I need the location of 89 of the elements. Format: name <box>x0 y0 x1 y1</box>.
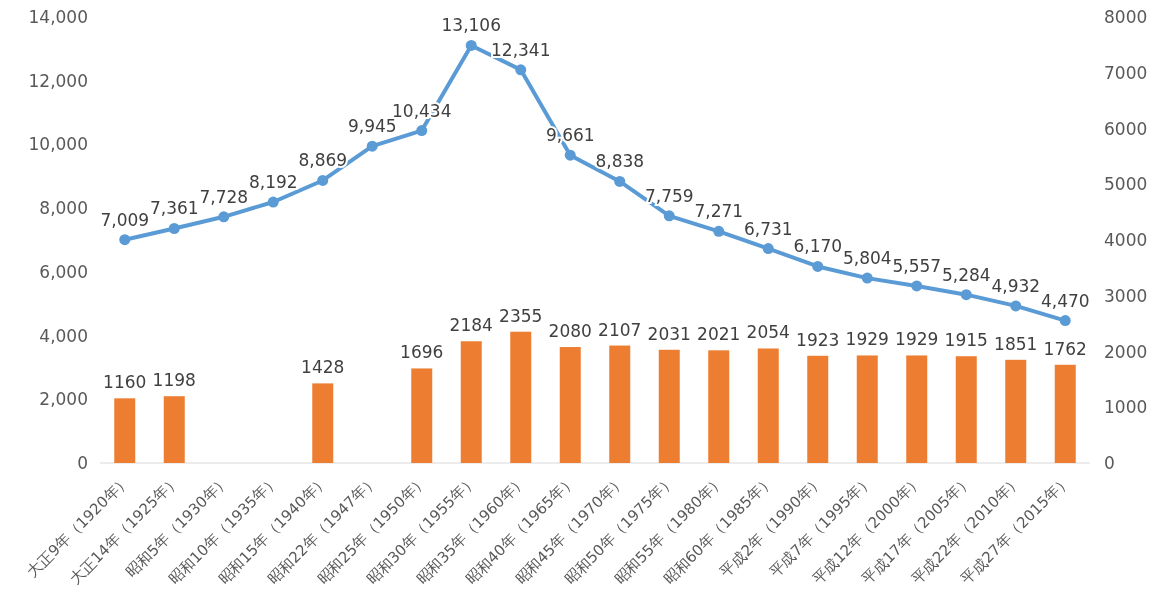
point <box>119 234 131 246</box>
bar <box>609 345 631 463</box>
data-label: 1428 <box>301 357 345 378</box>
y2-tick-label: 6000 <box>1104 118 1148 139</box>
data-label: 2080 <box>548 321 592 342</box>
data-label: 9,945 <box>347 116 397 137</box>
data-label: 12,341 <box>491 39 551 60</box>
point <box>317 174 329 186</box>
bar <box>510 331 532 463</box>
data-label: 2021 <box>697 324 741 345</box>
y2-tick-label: 7000 <box>1104 62 1148 83</box>
data-label: 1198 <box>152 370 196 391</box>
point <box>861 272 873 284</box>
point <box>515 64 527 76</box>
data-label: 7,009 <box>100 209 150 230</box>
point <box>663 210 675 222</box>
data-label: 8,869 <box>298 150 348 171</box>
bar <box>856 355 878 463</box>
y2-tick-label: 8000 <box>1104 7 1148 27</box>
y2-tick-label: 4000 <box>1104 230 1148 250</box>
y2-tick-label: 3000 <box>1104 285 1148 306</box>
data-label: 7,271 <box>694 201 744 222</box>
y-tick-label: 14,000 <box>28 7 88 27</box>
bar <box>658 349 680 463</box>
data-label: 8,838 <box>595 151 645 172</box>
bar <box>312 383 334 463</box>
data-label: 7,361 <box>149 198 199 219</box>
data-label: 1851 <box>994 333 1038 354</box>
point <box>911 280 923 292</box>
y-tick-label: 4,000 <box>39 325 88 346</box>
y2-tick-label: 5000 <box>1104 174 1148 195</box>
data-label: 2107 <box>598 319 642 340</box>
bar <box>460 341 482 463</box>
bar <box>114 398 136 463</box>
y-tick-label: 0 <box>77 453 88 473</box>
point <box>267 196 279 208</box>
data-label: 5,804 <box>842 248 892 269</box>
point <box>416 125 428 137</box>
y-tick-label: 2,000 <box>39 389 88 410</box>
bar <box>163 396 185 463</box>
y2-tick-label: 1000 <box>1104 397 1148 418</box>
y-tick-label: 8,000 <box>39 198 88 219</box>
bar <box>1054 364 1076 463</box>
bar <box>955 356 977 463</box>
point <box>168 223 180 234</box>
bar <box>906 355 928 463</box>
bar <box>757 348 779 463</box>
data-label: 1923 <box>796 329 840 350</box>
data-label: 1696 <box>400 342 444 363</box>
point <box>713 225 725 237</box>
data-label: 5,557 <box>892 255 942 276</box>
data-label: 5,284 <box>941 264 991 285</box>
y-tick-label: 12,000 <box>28 70 88 91</box>
data-label: 13,106 <box>441 15 501 36</box>
point <box>812 260 824 272</box>
data-label: 7,759 <box>644 185 694 206</box>
point <box>1059 315 1071 327</box>
data-label: 4,470 <box>1040 290 1090 311</box>
data-label: 6,731 <box>743 218 793 239</box>
data-label: 1915 <box>944 330 988 351</box>
bar <box>807 355 829 463</box>
data-label: 7,728 <box>199 186 249 207</box>
point <box>1010 300 1022 312</box>
point <box>366 140 378 152</box>
data-label: 8,192 <box>248 172 298 193</box>
data-label: 1929 <box>845 329 889 350</box>
point <box>614 175 626 187</box>
data-label: 4,932 <box>991 275 1041 296</box>
point <box>762 243 774 255</box>
data-label: 2031 <box>647 323 691 344</box>
data-label: 1160 <box>103 372 147 393</box>
y-tick-label: 6,000 <box>39 261 88 282</box>
data-label: 2054 <box>746 322 790 343</box>
data-label: 2355 <box>499 305 543 326</box>
y2-tick-label: 0 <box>1104 453 1115 473</box>
data-label: 2184 <box>449 315 493 336</box>
point <box>564 149 576 161</box>
point <box>218 211 230 223</box>
y2-tick-label: 2000 <box>1104 341 1148 362</box>
bar <box>1005 359 1027 463</box>
bar <box>708 350 730 463</box>
bar <box>411 368 433 463</box>
bar <box>559 347 581 463</box>
y-tick-label: 10,000 <box>28 134 88 155</box>
data-label: 1929 <box>895 329 939 350</box>
data-label: 6,170 <box>793 236 843 257</box>
point <box>960 289 972 301</box>
point <box>465 39 477 51</box>
data-label: 1762 <box>1043 338 1087 359</box>
